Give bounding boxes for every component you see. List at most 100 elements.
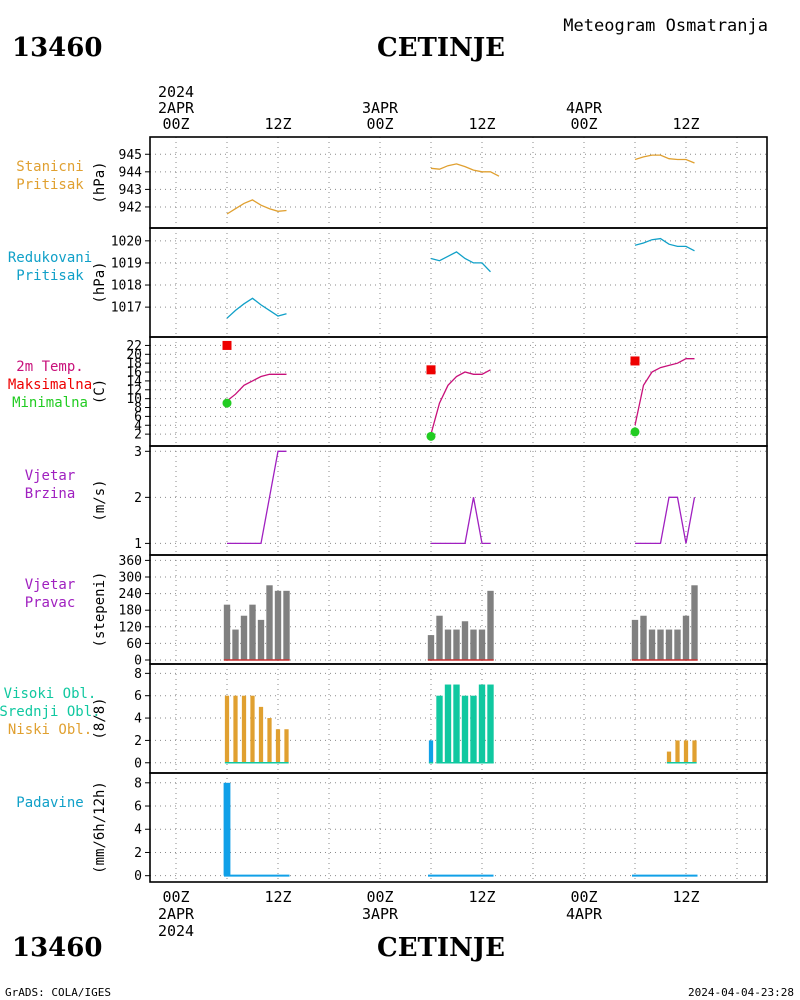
panel-oblacnost: 0 2 4 6 8 (8/8)Visoki Obl. Srednji Obl. Niski O…	[0, 663, 768, 774]
y-tick-label: 16	[126, 366, 142, 381]
y-tick-label: 6	[134, 800, 142, 815]
bar	[453, 684, 460, 763]
y-tick-label: 2	[134, 491, 142, 506]
series-line	[226, 373, 287, 402]
time-label-top: 4APR	[566, 99, 603, 117]
y-tick-label: 4	[134, 712, 142, 727]
bar	[657, 629, 664, 660]
y-tick-label: 60	[126, 637, 142, 652]
y-tick-label: 2	[134, 846, 142, 861]
y-axis-label: (hPa)	[92, 161, 108, 203]
y-tick-label: 240	[119, 587, 142, 602]
bar	[682, 615, 690, 660]
panel-label-line: Srednji Obl.	[0, 704, 101, 720]
y-tick-label: 22	[126, 339, 142, 354]
panel-label-line: Padavine	[16, 795, 83, 811]
bar	[275, 729, 281, 763]
bar	[224, 695, 230, 763]
time-label-top: 00Z	[162, 115, 189, 133]
y-tick-label: 3	[134, 445, 142, 460]
bar	[428, 740, 434, 763]
time-label-top: 00Z	[366, 115, 393, 133]
bar	[648, 629, 656, 660]
time-label-top: 12Z	[468, 115, 495, 133]
bar	[258, 706, 264, 763]
y-tick-label: 1020	[111, 234, 142, 249]
bar	[223, 782, 231, 876]
y-tick-label: 1	[134, 537, 142, 552]
bar	[692, 740, 697, 763]
panel-label-line: Redukovani	[8, 250, 92, 266]
bar	[223, 604, 231, 660]
panel-label-line: 2m Temp.	[16, 359, 83, 375]
station-id-bottom: 13460	[12, 933, 102, 963]
bar	[436, 615, 443, 660]
y-tick-label: 4	[134, 419, 142, 434]
y-axis-label: (hPa)	[92, 261, 108, 303]
chart-title: Meteogram Osmatranja	[563, 16, 768, 36]
time-label-bottom: 2024	[158, 922, 194, 940]
y-tick-label: 14	[126, 374, 142, 389]
time-label-top: 00Z	[570, 115, 597, 133]
panel-stanicni-pritisak: 942 943 944 945 (hPa) Stanicni Pritisak	[16, 136, 768, 229]
station-id-top: 13460	[12, 33, 102, 63]
panel-label-line: Brzina	[25, 486, 76, 502]
time-label-top: 2024	[158, 83, 194, 101]
max-temp-marker	[222, 340, 232, 350]
footer-timestamp: 2024-04-04-23:28	[688, 986, 794, 999]
series-line	[430, 163, 500, 177]
y-tick-label: 1018	[111, 279, 142, 294]
min-temp-marker	[426, 431, 436, 441]
panel-label-line: Pravac	[25, 595, 76, 611]
bar	[233, 695, 238, 763]
panel-redukovani-pritisak: 1017 1018 1019 1020(hPa)Redukovani Pritisak	[8, 227, 768, 338]
y-tick-label: 945	[119, 148, 142, 163]
bar	[427, 635, 435, 660]
y-axis-label: (m/s)	[92, 479, 108, 521]
y-tick-label: 300	[119, 570, 142, 585]
series-line	[635, 496, 696, 545]
y-tick-label: 2	[134, 734, 142, 749]
bar	[274, 590, 282, 660]
time-label-bottom: 00Z	[162, 888, 189, 906]
y-tick-label: 6	[134, 410, 142, 425]
panels: 942943944945(hPa)StanicniPritisak1017101…	[0, 136, 768, 884]
panel-label-line: Minimalna	[12, 395, 88, 411]
max-temp-marker	[630, 356, 640, 366]
bar	[283, 590, 290, 660]
bar	[444, 684, 452, 763]
bar	[266, 585, 273, 660]
y-tick-label: 4	[134, 823, 142, 838]
series-line	[634, 237, 695, 252]
time-label-top: 2APR	[158, 99, 195, 117]
min-temp-marker	[222, 398, 232, 408]
y-tick-label: 8	[134, 401, 142, 416]
max-temp-marker	[426, 365, 436, 375]
bar	[249, 604, 256, 660]
series-line	[634, 358, 695, 426]
panel-label-line: Stanicni	[16, 159, 83, 175]
bar	[257, 619, 265, 660]
y-tick-label: 20	[126, 348, 142, 363]
panel-label-line: Niski Obl.	[8, 722, 92, 738]
series-line	[227, 450, 287, 545]
y-tick-label: 360	[119, 554, 142, 569]
y-tick-label: 180	[119, 604, 142, 619]
y-tick-label: 1017	[111, 301, 142, 316]
panel-padavine: 0 2 4 6 8 (mm/6h/12h) Padavine	[16, 772, 768, 884]
panel-label-line: Visoki Obl.	[4, 686, 97, 702]
y-axis-label: (C)	[92, 379, 108, 404]
y-tick-label: 944	[119, 165, 143, 180]
panel-frame	[149, 227, 768, 338]
bar	[478, 684, 486, 763]
y-tick-label: 942	[119, 200, 142, 215]
bar	[683, 740, 689, 763]
time-label-bottom: 12Z	[672, 888, 699, 906]
time-label-top: 3APR	[362, 99, 399, 117]
bar	[666, 751, 672, 763]
bar	[250, 695, 255, 763]
y-tick-label: 0	[134, 654, 142, 669]
